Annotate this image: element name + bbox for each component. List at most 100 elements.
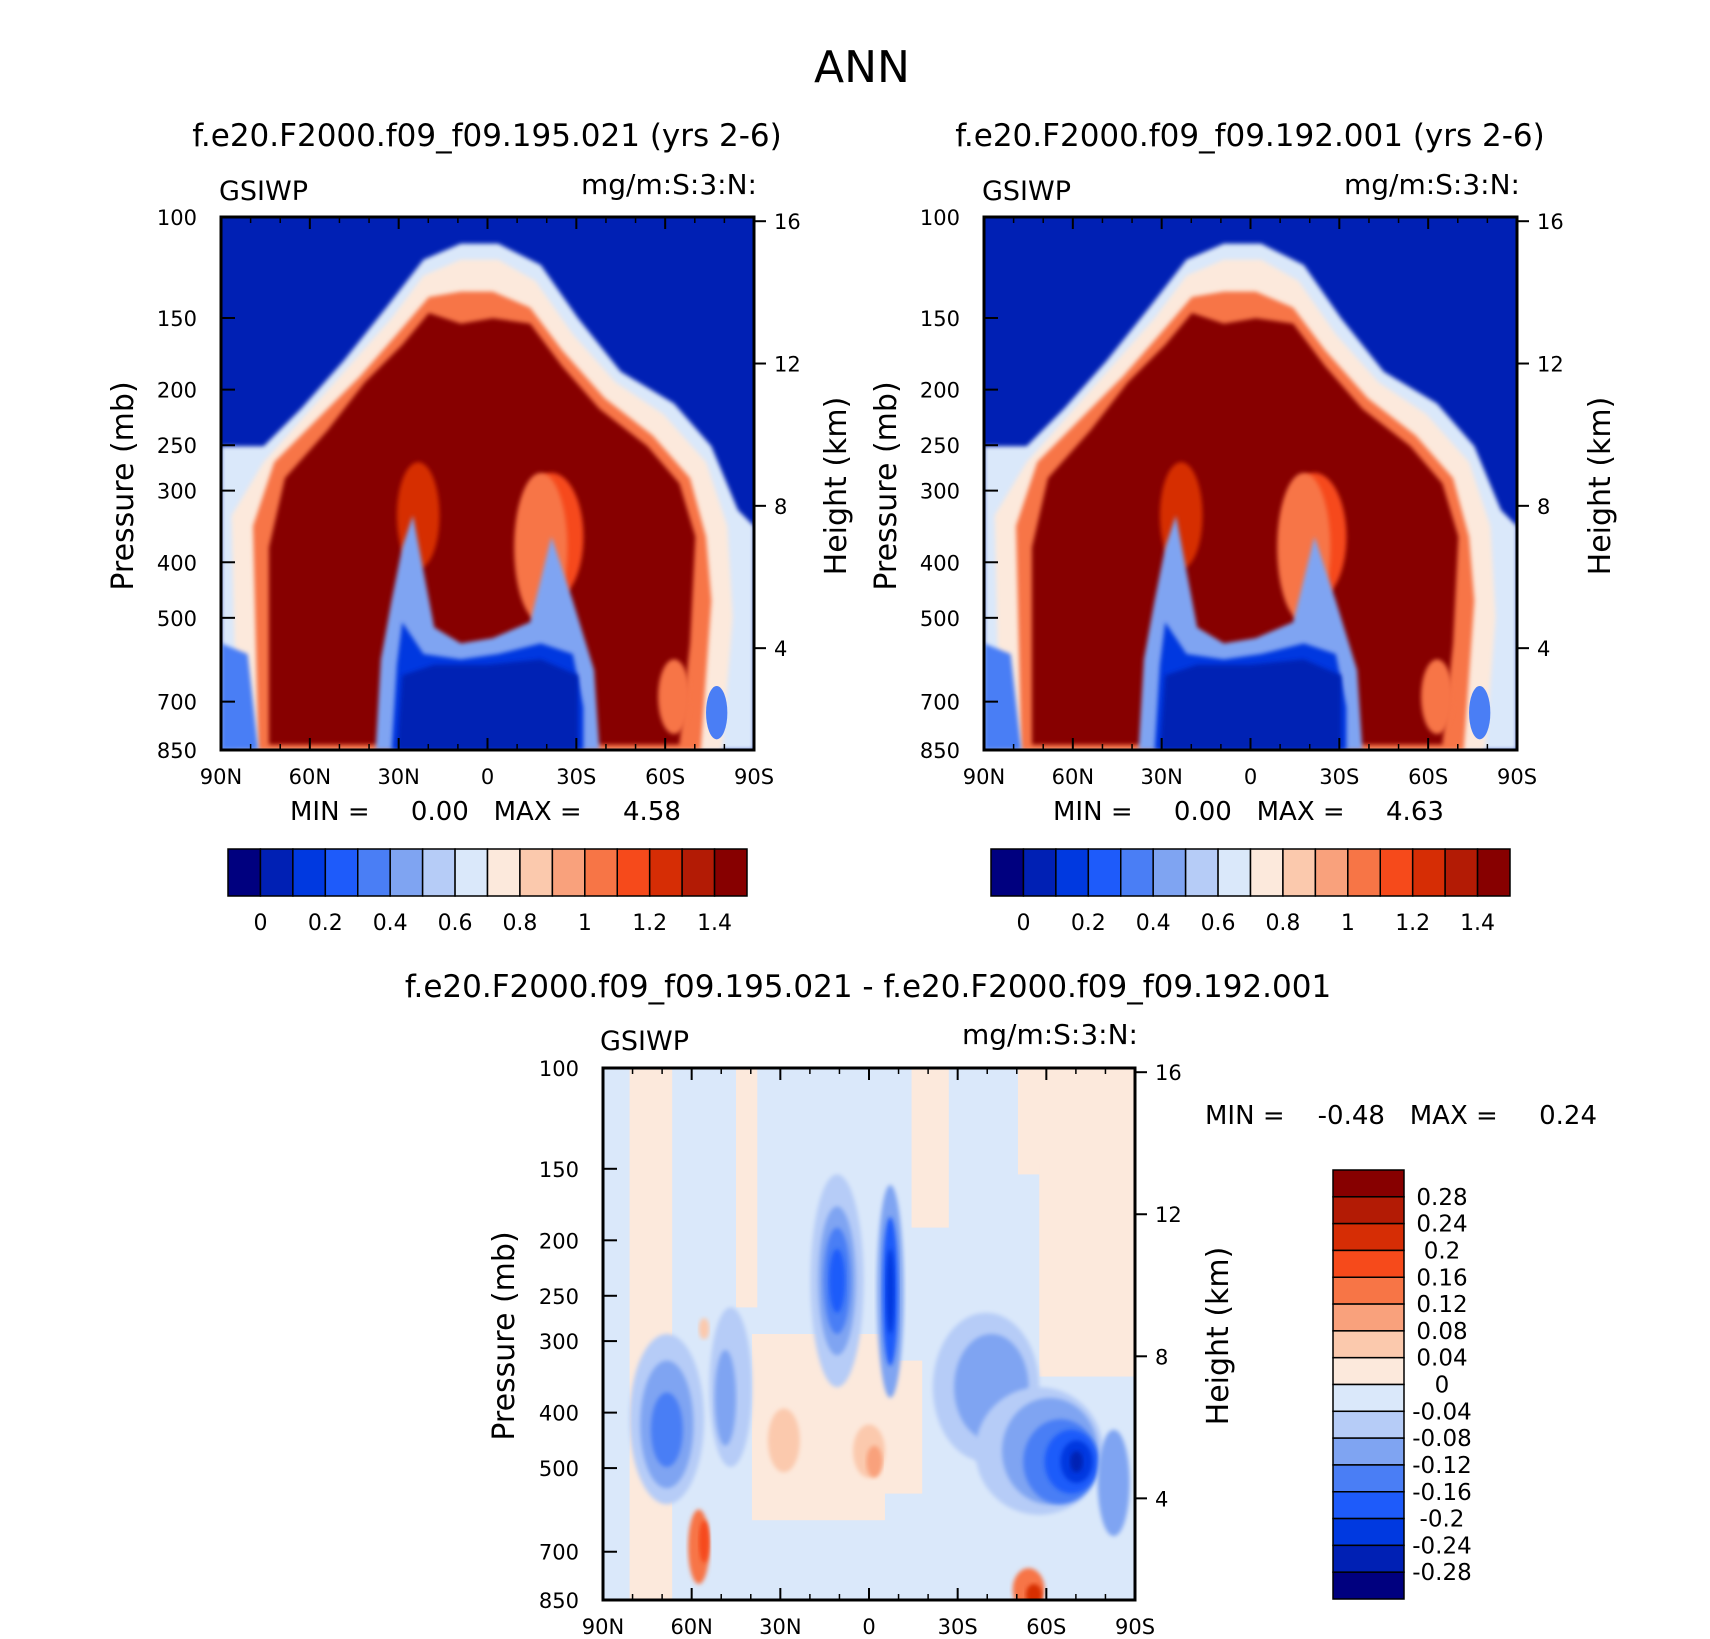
diff-warm-region xyxy=(1017,1068,1135,1175)
diff-heatmap xyxy=(603,1068,1135,1600)
left-min-max: MIN = 0.00 MAX = 4.58 xyxy=(290,797,681,827)
diff-xtick-label: 90S xyxy=(1115,1615,1155,1639)
figure-title: ANN xyxy=(814,42,910,93)
diff-xtick-label: 30N xyxy=(759,1615,801,1639)
left-ytick-label: 400 xyxy=(157,551,197,575)
diff-ytick-label: 400 xyxy=(539,1402,579,1426)
left-var-label: GSIWP xyxy=(219,176,308,207)
diff-ytick-label: 500 xyxy=(539,1457,579,1481)
left-colorbar-swatch xyxy=(713,848,748,897)
right-colorbar-label: 0 xyxy=(1016,911,1030,936)
diff-cool-blob xyxy=(1097,1429,1130,1537)
left-ytick-label: 500 xyxy=(157,607,197,631)
diff-colorbar-swatch xyxy=(1332,1169,1405,1198)
field-contour xyxy=(1031,312,1459,745)
right-ytick-label: 250 xyxy=(920,434,960,458)
right-colorbar-label: 0.2 xyxy=(1071,911,1106,936)
right-colorbar-swatch xyxy=(1282,848,1317,897)
right-xtick-label: 30N xyxy=(1140,765,1182,789)
left-ytick-label: 150 xyxy=(157,307,197,331)
right-axes: 90N 60N 30N 0 30S 60S 90S 100 150 200 250 300 400 500… xyxy=(920,206,1564,789)
right-y2tick-label: 12 xyxy=(1537,353,1564,377)
left-y2tick-label: 8 xyxy=(774,495,787,519)
right-y2tick-label: 4 xyxy=(1537,637,1550,661)
right-ytick-label: 500 xyxy=(920,607,960,631)
diff-ytick-label: 100 xyxy=(539,1057,579,1081)
diff-ytick-label: 700 xyxy=(539,1541,579,1565)
left-colorbar-label: 0.8 xyxy=(502,911,537,936)
diff-cool-blob xyxy=(650,1392,683,1467)
right-y2tick-label: 8 xyxy=(1537,495,1550,519)
diff-cool-blob xyxy=(714,1349,736,1446)
diff-colorbar-swatch xyxy=(1332,1571,1405,1600)
diff-colorbar-label: -0.08 xyxy=(1412,1426,1472,1452)
left-xtick-label: 30S xyxy=(556,765,596,789)
left-axes: 90N 60N 30N 0 30S 60S 90S 100 150 200 250 300 400 500… xyxy=(157,206,801,789)
right-colorbar-label: 0.6 xyxy=(1201,911,1236,936)
left-colorbar-label: 0.4 xyxy=(373,911,408,936)
right-xtick-label: 90S xyxy=(1497,765,1537,789)
right-colorbar-swatch xyxy=(1087,848,1122,897)
diff-colorbar-label: 0 xyxy=(1435,1373,1450,1399)
left-colorbar-swatch xyxy=(616,848,651,897)
diff-warm-blob xyxy=(866,1445,883,1478)
right-colorbar-swatch xyxy=(1249,848,1284,897)
diff-cool-blob xyxy=(829,1248,846,1313)
diff-colorbar-label: -0.12 xyxy=(1412,1453,1472,1479)
diff-warm-region xyxy=(911,1068,949,1228)
diff-warm-blob xyxy=(1025,1584,1042,1600)
right-xtick-label: 90N xyxy=(963,765,1005,789)
left-xtick-label: 60N xyxy=(289,765,331,789)
diff-ytick-label: 200 xyxy=(539,1229,579,1253)
right-y2label: Height (km) xyxy=(1583,397,1618,576)
right-colorbar-swatch xyxy=(1022,848,1057,897)
left-colorbar-swatch xyxy=(292,848,327,897)
diff-colorbar-label: 0.16 xyxy=(1416,1265,1467,1291)
diff-units-label: mg/m:S:3:N: xyxy=(962,1018,1138,1051)
right-y2tick-label: 16 xyxy=(1537,210,1564,234)
right-colorbar-label: 0.4 xyxy=(1136,911,1171,936)
right-xtick-label: 60N xyxy=(1052,765,1094,789)
diff-colorbar-label: -0.04 xyxy=(1412,1399,1472,1425)
field-blob xyxy=(706,686,728,740)
diff-colorbar-swatch xyxy=(1332,1544,1405,1573)
left-ytick-label: 700 xyxy=(157,691,197,715)
left-ytick-label: 250 xyxy=(157,434,197,458)
left-heatmap xyxy=(221,217,754,750)
diff-colorbar-label: -0.16 xyxy=(1412,1480,1472,1506)
left-colorbar-label: 0.2 xyxy=(308,911,343,936)
right-ylabel: Pressure (mb) xyxy=(869,381,904,590)
left-colorbar-label: 1 xyxy=(578,911,592,936)
diff-colorbar-label: 0.28 xyxy=(1416,1185,1467,1211)
diff-y2tick-label: 4 xyxy=(1155,1487,1168,1511)
right-ytick-label: 850 xyxy=(920,739,960,763)
right-colorbar-swatch xyxy=(1120,848,1154,897)
left-colorbar-swatch xyxy=(227,848,262,897)
left-colorbar-label: 0 xyxy=(253,911,267,936)
diff-var-label: GSIWP xyxy=(600,1026,689,1057)
left-colorbar: 0 0.2 0.4 0.6 0.8 1 1.2 1.4 xyxy=(227,848,748,936)
diff-colorbar-swatch xyxy=(1332,1517,1405,1547)
diff-xtick-label: 30S xyxy=(938,1615,978,1639)
left-xtick-label: 0 xyxy=(481,765,494,789)
left-ylabel: Pressure (mb) xyxy=(106,381,141,590)
right-heatmap xyxy=(984,217,1517,750)
diff-colorbar-swatch xyxy=(1332,1410,1405,1439)
diff-colorbar-swatch xyxy=(1332,1222,1405,1252)
field-contour-low xyxy=(1159,659,1342,750)
diff-warm-region xyxy=(736,1068,758,1308)
diff-warm-blob xyxy=(767,1408,800,1473)
diff-xtick-label: 90N xyxy=(582,1615,624,1639)
right-min-max: MIN = 0.00 MAX = 4.63 xyxy=(1053,797,1444,827)
diff-ylabel: Pressure (mb) xyxy=(487,1231,522,1440)
diff-colorbar-label: 0.04 xyxy=(1416,1346,1467,1372)
left-xtick-label: 60S xyxy=(645,765,685,789)
left-xtick-label: 30N xyxy=(377,765,419,789)
left-xtick-label: 90S xyxy=(734,765,774,789)
right-ytick-label: 100 xyxy=(920,206,960,230)
left-colorbar-label: 1.2 xyxy=(632,911,667,936)
diff-y2label: Height (km) xyxy=(1201,1247,1236,1426)
right-colorbar-swatch xyxy=(1411,848,1446,897)
left-y2tick-label: 12 xyxy=(774,353,801,377)
diff-y2tick-label: 8 xyxy=(1155,1345,1168,1369)
